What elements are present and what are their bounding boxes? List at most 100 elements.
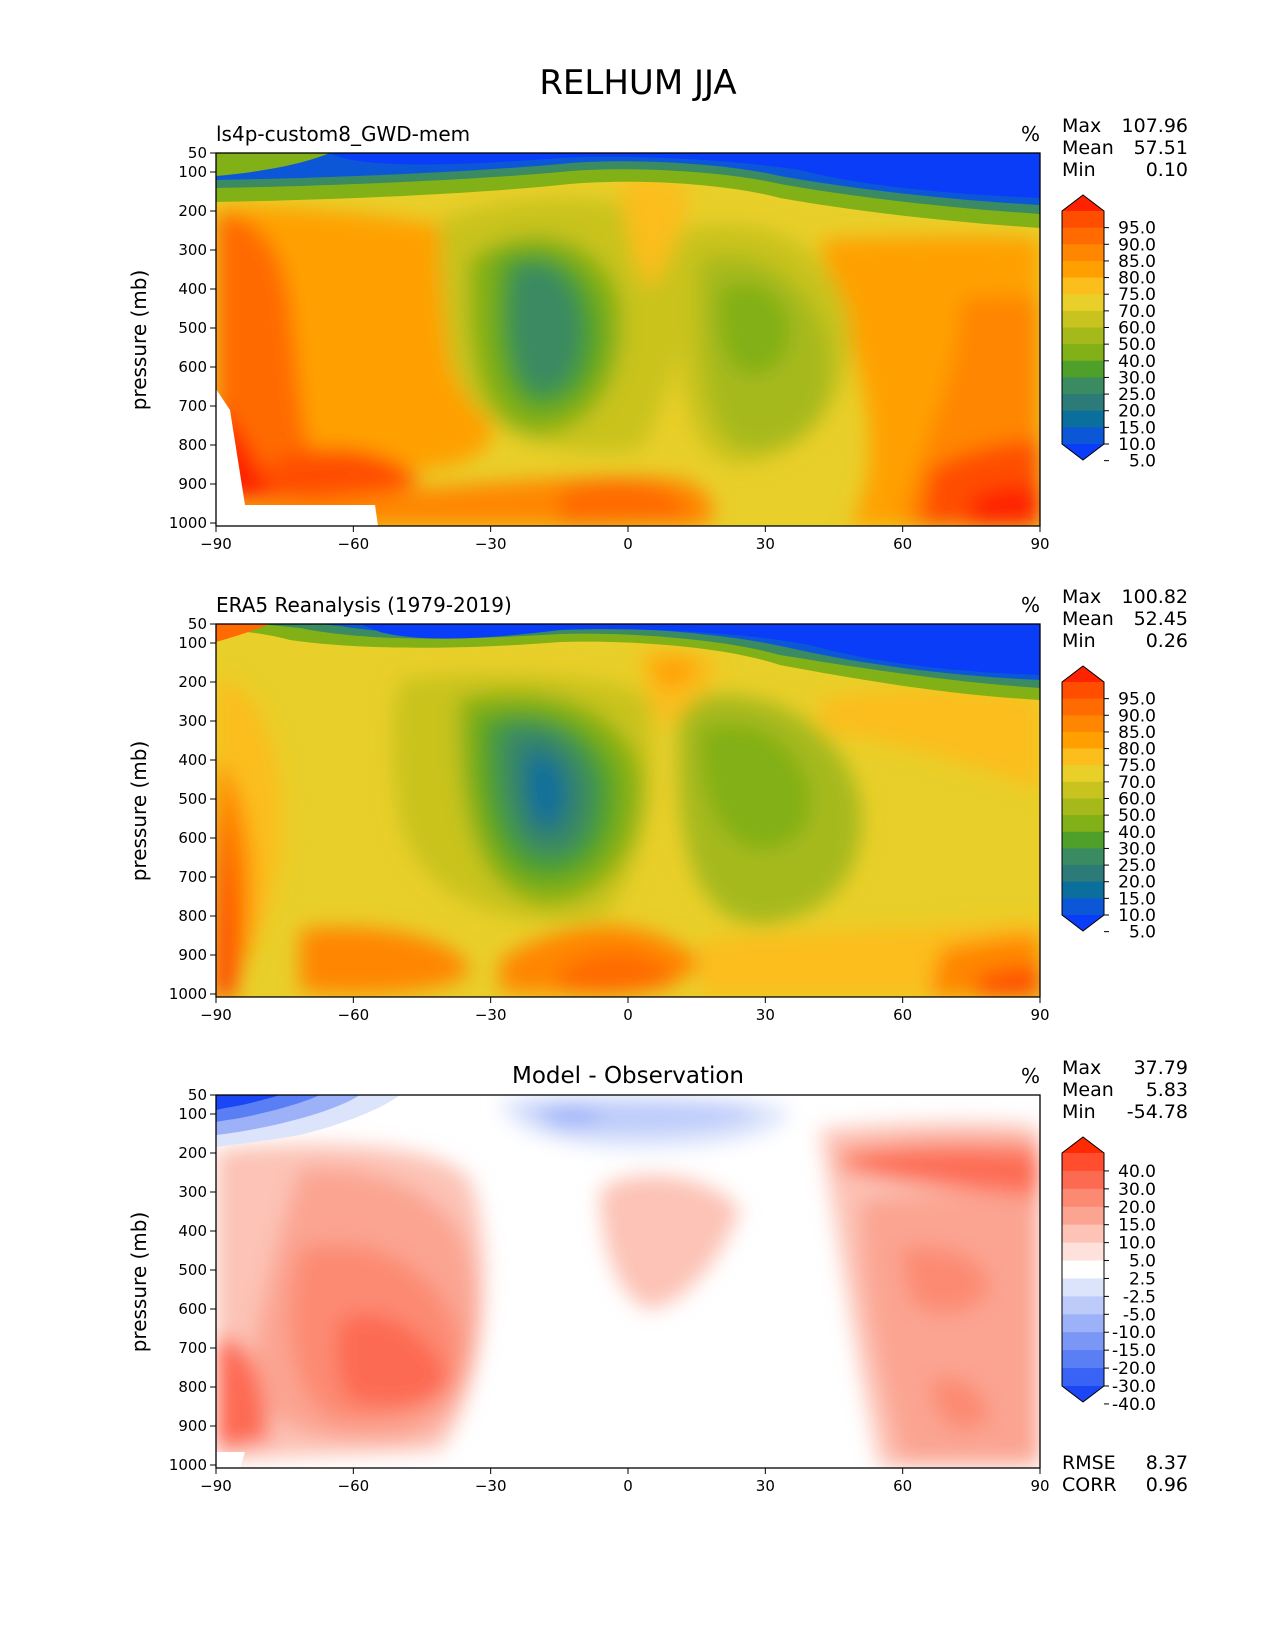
stat-value: 107.96 (1122, 115, 1188, 137)
stat-value: 57.51 (1134, 137, 1188, 159)
colorbar-label: 70.0 (1118, 773, 1156, 793)
difference-panel-units: % (1021, 1064, 1040, 1088)
colorbar-swatch (1062, 1188, 1104, 1208)
colorbar-label: 95.0 (1118, 219, 1156, 239)
x-tick-label: 60 (893, 535, 912, 553)
colorbar-swatch (1062, 1278, 1104, 1297)
colorbar-label: 60.0 (1118, 790, 1156, 810)
x-tick-label: 90 (1030, 1006, 1049, 1024)
observation-colorbar: 95.090.085.080.075.070.060.050.040.030.0… (1061, 665, 1156, 943)
colorbar-label: 10.0 (1118, 1234, 1156, 1254)
x-tick-label: 0 (623, 535, 633, 553)
stat-value: 52.45 (1134, 608, 1188, 630)
colorbar-min-extension (1062, 1386, 1104, 1402)
x-tick-label: 0 (623, 1006, 633, 1024)
stat-label: Min (1062, 1101, 1096, 1123)
x-tick-label: −30 (475, 535, 507, 553)
colorbar-label: 5.0 (1129, 452, 1156, 472)
x-tick-label: −60 (338, 1006, 370, 1024)
x-tick-label: 90 (1030, 535, 1049, 553)
colorbar-swatch (1062, 360, 1104, 378)
colorbar-swatch (1062, 898, 1104, 916)
y-tick-label: 500 (178, 1261, 207, 1279)
colorbar-swatch (1062, 848, 1104, 866)
colorbar-swatch (1062, 327, 1104, 345)
colorbar-swatch (1062, 1206, 1104, 1226)
colorbar-label: 2.5 (1129, 1269, 1156, 1289)
colorbar-swatch (1062, 1170, 1104, 1190)
colorbar-min-extension (1062, 915, 1104, 931)
x-tick-label: −90 (200, 535, 232, 553)
colorbar-swatch (1062, 798, 1104, 816)
observation-y-axis-label: pressure (mb) (127, 741, 151, 882)
panel-difference: Model - Observation % 501002003004005006… (127, 1057, 1188, 1496)
y-tick-label: 700 (178, 1339, 207, 1357)
stat-label: Min (1062, 159, 1096, 181)
colorbar-label: 10.0 (1118, 435, 1156, 455)
observation-stats: Max 100.82 Mean 52.45 Min 0.26 (1062, 586, 1188, 652)
difference-metrics: RMSE 8.37 CORR 0.96 (1062, 1452, 1188, 1496)
x-tick-label: 90 (1030, 1477, 1049, 1495)
colorbar-label: -2.5 (1123, 1287, 1156, 1307)
model-stats: Max 107.96 Mean 57.51 Min 0.10 (1062, 115, 1188, 181)
colorbar-swatch (1062, 310, 1104, 328)
colorbar-swatch (1062, 831, 1104, 849)
y-tick-label: 1000 (169, 1456, 207, 1474)
model-field (216, 153, 1040, 526)
y-tick-label: 100 (178, 634, 207, 652)
colorbar-swatch (1062, 715, 1104, 733)
difference-stats: Max 37.79 Mean 5.83 Min -54.78 (1062, 1057, 1188, 1123)
colorbar-swatch (1062, 1153, 1104, 1172)
colorbar-label: 75.0 (1118, 285, 1156, 305)
colorbar-label: -20.0 (1112, 1359, 1156, 1379)
observation-x-axis: −90 −60 −30 0 30 60 90 (200, 997, 1050, 1024)
colorbar-max-extension (1062, 195, 1104, 211)
model-x-axis: −90 −60 −30 0 30 60 90 (200, 526, 1050, 553)
colorbar-swatch (1062, 1314, 1104, 1333)
colorbar-label: 50.0 (1118, 806, 1156, 826)
y-tick-label: 50 (188, 615, 207, 633)
colorbar-label: 85.0 (1118, 252, 1156, 272)
x-tick-label: 30 (756, 1006, 775, 1024)
colorbar-label: 70.0 (1118, 302, 1156, 322)
colorbar-label: 95.0 (1118, 690, 1156, 710)
stat-value: 0.26 (1146, 630, 1188, 652)
colorbar-label: 30.0 (1118, 839, 1156, 859)
colorbar-swatch (1062, 410, 1104, 428)
colorbar-label: 30.0 (1118, 368, 1156, 388)
colorbar-label: 80.0 (1118, 269, 1156, 289)
colorbar-swatch (1062, 881, 1104, 899)
stat-label: Min (1062, 630, 1096, 652)
y-tick-label: 100 (178, 1105, 207, 1123)
y-tick-label: 500 (178, 319, 207, 337)
x-tick-label: −60 (338, 1477, 370, 1495)
x-tick-label: 30 (756, 1477, 775, 1495)
y-tick-label: 500 (178, 790, 207, 808)
stat-value: 0.10 (1146, 159, 1188, 181)
y-tick-label: 100 (178, 163, 207, 181)
colorbar-swatch (1062, 1368, 1104, 1387)
colorbar-swatch (1062, 427, 1104, 445)
colorbar-label: 75.0 (1118, 756, 1156, 776)
difference-panel-title: Model - Observation (512, 1063, 744, 1089)
stat-value: 100.82 (1122, 586, 1188, 608)
y-tick-label: 600 (178, 358, 207, 376)
y-tick-label: 300 (178, 712, 207, 730)
colorbar-swatch (1062, 1296, 1104, 1315)
colorbar-label: 50.0 (1118, 335, 1156, 355)
colorbar-swatch (1062, 731, 1104, 750)
x-tick-label: 0 (623, 1477, 633, 1495)
colorbar-label: 80.0 (1118, 740, 1156, 760)
stat-label: Mean (1062, 608, 1114, 630)
y-tick-label: 600 (178, 829, 207, 847)
colorbar-label: 15.0 (1118, 418, 1156, 438)
y-tick-label: 400 (178, 1222, 207, 1240)
colorbar-label: -10.0 (1112, 1323, 1156, 1343)
stat-label: Mean (1062, 137, 1114, 159)
y-tick-label: 300 (178, 1183, 207, 1201)
colorbar-swatch (1062, 815, 1104, 833)
metric-label: RMSE (1062, 1452, 1116, 1474)
stat-label: Max (1062, 115, 1101, 137)
colorbar-swatch (1062, 748, 1104, 766)
